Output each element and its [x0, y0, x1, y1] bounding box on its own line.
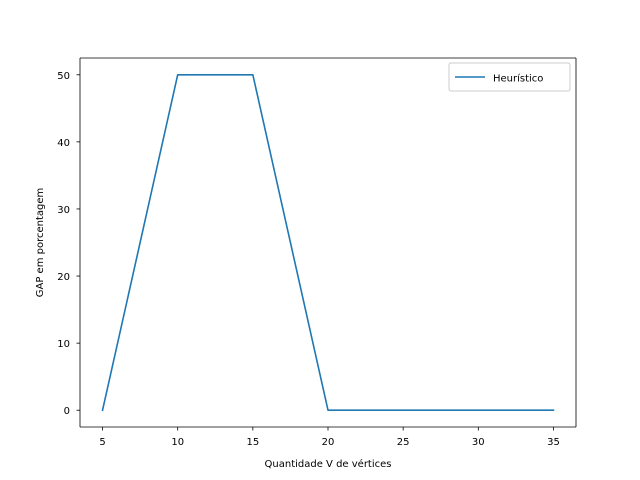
- y-tick-label: 10: [57, 339, 70, 350]
- y-axis-ticks: 0 10 20 30 40 50: [57, 71, 80, 417]
- x-tick-label: 5: [99, 437, 105, 448]
- x-axis-ticks: 5 10 15 20 25 30 35: [99, 427, 560, 448]
- y-tick-label: 30: [57, 205, 70, 216]
- x-tick-label: 10: [171, 437, 184, 448]
- legend-box: [448, 62, 571, 92]
- y-axis-label: GAP em porcentagem: [35, 188, 46, 298]
- x-tick-label: 15: [246, 437, 259, 448]
- x-tick-label: 35: [547, 437, 560, 448]
- x-tick-label: 30: [472, 437, 485, 448]
- x-tick-label: 25: [397, 437, 410, 448]
- y-tick-label: 0: [64, 406, 70, 417]
- y-tick-label: 20: [57, 272, 70, 283]
- axes-frame: [79, 57, 577, 428]
- y-tick-label: 40: [57, 138, 70, 149]
- y-tick-label: 50: [57, 71, 70, 82]
- legend-label: Heurístico: [493, 73, 543, 85]
- x-axis-label: Quantidade V de vértices: [265, 458, 392, 470]
- series-line-0: [101, 73, 555, 412]
- plot-area: [80, 58, 576, 427]
- legend: Heurístico: [448, 62, 571, 92]
- x-tick-label: 20: [322, 437, 335, 448]
- series-lines: [101, 73, 555, 412]
